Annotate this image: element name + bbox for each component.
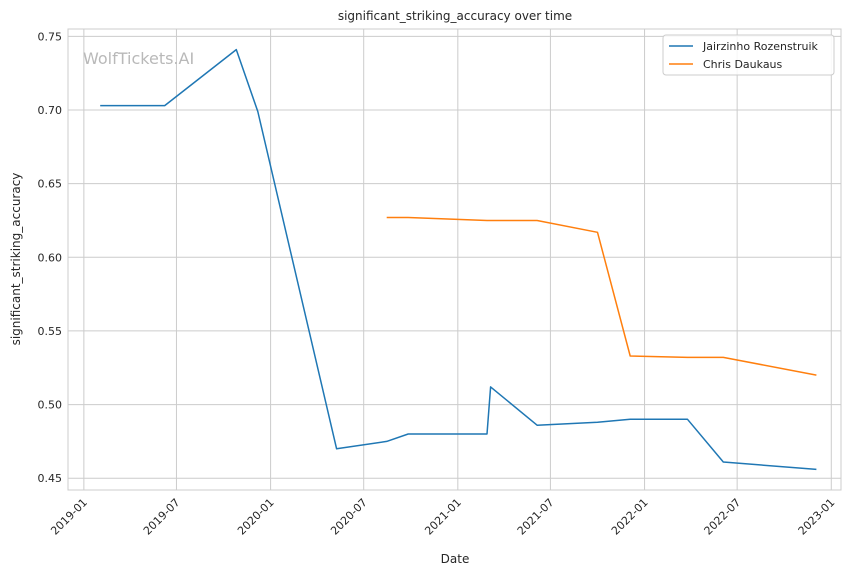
x-tick-label: 2021-01 xyxy=(422,496,464,538)
x-tick-label: 2022-01 xyxy=(609,496,651,538)
x-tick-label: 2020-07 xyxy=(328,496,370,538)
plot-area-frame xyxy=(67,28,842,491)
series-line-jairzinho-rozenstruik xyxy=(100,48,817,471)
x-tick-label: 2023-01 xyxy=(796,496,838,538)
y-tick-label: 0.65 xyxy=(38,178,63,191)
legend: Jairzinho Rozenstruik Chris Daukaus xyxy=(662,34,835,76)
chart-title: significant_striking_accuracy over time xyxy=(338,9,572,23)
x-tick-label: 2020-01 xyxy=(235,496,277,538)
legend-label-jairzinho-rozenstruik: Jairzinho Rozenstruik xyxy=(702,40,819,53)
y-axis-label: significant_striking_accuracy xyxy=(9,173,23,346)
series-lines xyxy=(100,48,817,471)
x-tick-label: 2022-07 xyxy=(702,496,744,538)
watermark: WolfTickets.AI xyxy=(83,49,194,68)
y-tick-label: 0.45 xyxy=(38,472,63,485)
y-tick-label: 0.55 xyxy=(38,325,63,338)
legend-label-chris-daukaus: Chris Daukaus xyxy=(703,58,783,71)
y-tick-label: 0.75 xyxy=(38,30,63,43)
y-axis-ticks: 0.45 0.50 0.55 0.60 0.65 0.70 0.75 xyxy=(38,30,63,485)
x-tick-label: 2019-07 xyxy=(141,496,183,538)
grid xyxy=(68,29,841,490)
series-line-chris-daukaus xyxy=(386,216,817,376)
x-axis-label: Date xyxy=(441,552,470,566)
x-axis-ticks: 2019-01 2019-07 2020-01 2020-07 2021-01 2021-… xyxy=(48,496,837,538)
y-tick-label: 0.50 xyxy=(38,399,63,412)
x-tick-label: 2021-07 xyxy=(515,496,557,538)
y-tick-label: 0.60 xyxy=(38,251,63,264)
legend-box xyxy=(662,34,835,76)
x-tick-label: 2019-01 xyxy=(48,496,90,538)
y-tick-label: 0.70 xyxy=(38,104,63,117)
